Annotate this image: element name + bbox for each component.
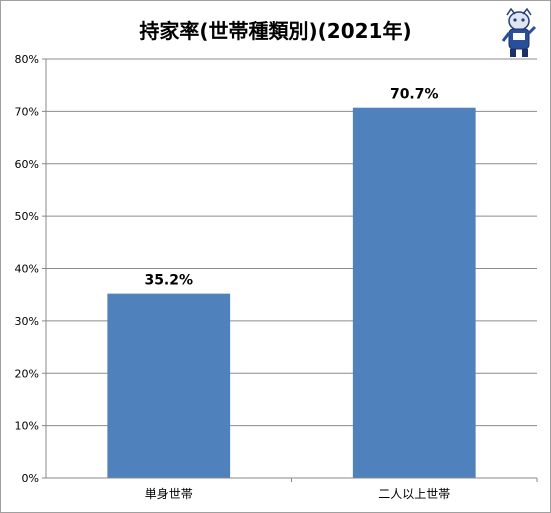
category-label: 二人以上世帯 (378, 487, 450, 501)
y-axis-labels: 0% 10% 20% 30% 40% 50% 60% 70% 80% (15, 53, 39, 485)
y-tick-label: 20% (15, 367, 39, 380)
bars (107, 107, 538, 482)
bar (107, 293, 231, 478)
y-tick-label: 0% (22, 472, 39, 485)
y-tick-label: 70% (15, 105, 39, 118)
bar (352, 107, 476, 479)
y-tick-label: 40% (15, 263, 39, 276)
y-tick-label: 10% (15, 420, 39, 433)
category-labels: 単身世帯 二人以上世帯 (145, 486, 451, 501)
data-label: 70.7% (390, 87, 439, 103)
y-tick-label: 30% (15, 315, 39, 328)
mascot-character-icon (501, 7, 537, 57)
data-labels: 35.2% 70.7% (144, 87, 438, 289)
y-tick-label: 60% (15, 158, 39, 171)
y-tick-label: 80% (15, 53, 39, 66)
y-tick-label: 50% (15, 210, 39, 223)
data-label: 35.2% (144, 273, 193, 289)
category-label: 単身世帯 (145, 486, 193, 501)
chart-title: 持家率(世帯種類別)(2021年) (139, 19, 412, 43)
